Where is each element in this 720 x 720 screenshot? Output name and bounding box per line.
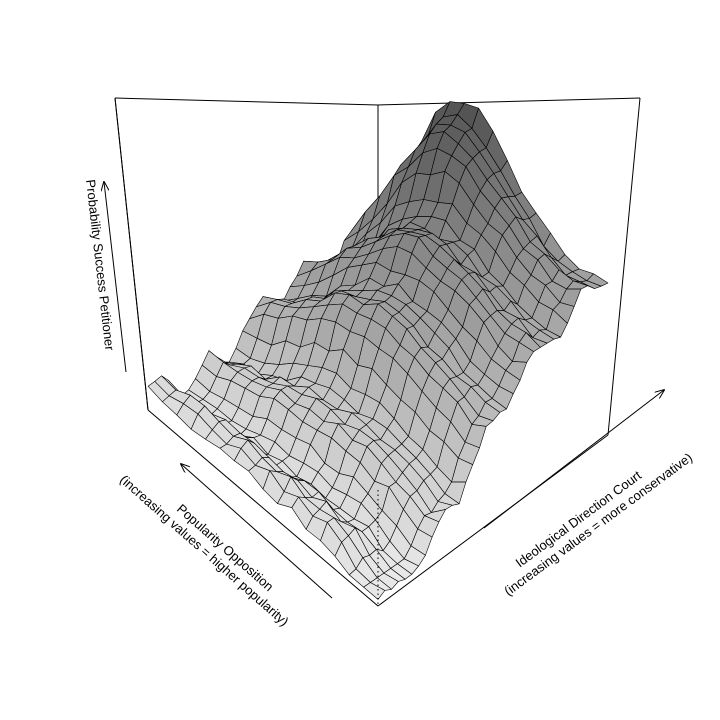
y-axis-label-line1: Popularity Opposition [174, 501, 276, 594]
x-axis-label-line1: Ideological Direction Court [513, 467, 645, 570]
x-axis-label: Ideological Direction Court (increasing … [501, 450, 695, 599]
box-edge-right-vertical [607, 97, 641, 436]
box-edge-top-front-left [114, 97, 149, 411]
y-axis-label-line2: (increasing values = higher popularity) [117, 472, 292, 629]
z-axis-arrow [104, 182, 127, 373]
surface-mesh [147, 101, 609, 600]
z-axis-label: Probability Success Petitioner [83, 179, 117, 352]
box-edge-bottom-left [147, 409, 379, 607]
y-axis-arrow [181, 464, 333, 599]
x-axis-arrow [483, 390, 664, 529]
box-edge-top-right [377, 97, 641, 106]
surface-facet [363, 582, 386, 600]
box-edge-top-left [114, 97, 379, 106]
x-axis-label-line2: (increasing values = more conservative) [501, 450, 695, 599]
